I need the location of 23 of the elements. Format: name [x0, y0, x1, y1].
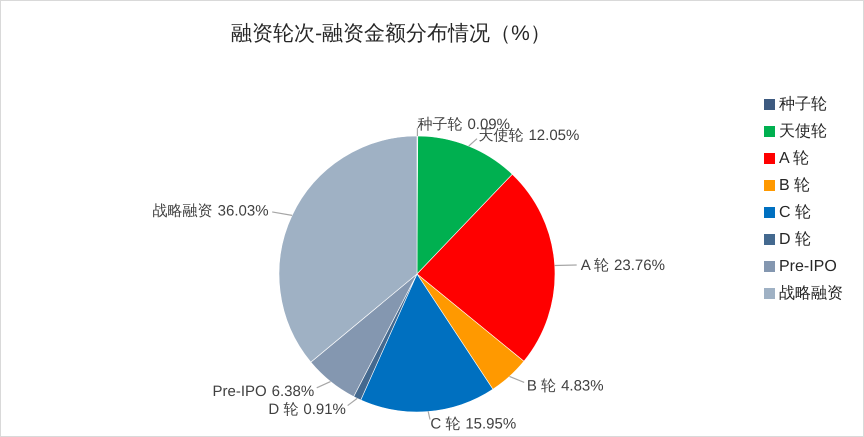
slice-label: B 轮	[526, 376, 556, 394]
legend-label: A 轮	[779, 150, 810, 167]
data-label: 15.95%	[465, 415, 516, 432]
slice-label: A 轮	[580, 256, 610, 274]
chart-title: 融资轮次-融资金额分布情况（%）	[230, 21, 552, 47]
legend-label: B 轮	[779, 177, 810, 194]
slice-label: 种子轮	[417, 116, 462, 132]
legend-label: 种子轮	[779, 96, 827, 113]
legend-label: 战略融资	[779, 285, 843, 302]
legend-label: C 轮	[779, 204, 811, 221]
legend-label: D 轮	[779, 231, 811, 248]
data-label: 4.83%	[561, 376, 604, 394]
slice-label: Pre-IPO	[212, 382, 267, 400]
data-label: 6.38%	[272, 382, 314, 400]
legend-label: Pre-IPO	[779, 258, 837, 275]
slice-label: C 轮	[430, 415, 460, 432]
data-label: 36.03%	[218, 202, 269, 219]
data-label: 0.91%	[303, 400, 346, 418]
data-label: 12.05%	[528, 126, 580, 144]
data-label: 23.76%	[614, 256, 665, 274]
slice-label: 战略融资	[152, 202, 213, 219]
legend-label: 天使轮	[779, 123, 827, 140]
slice-label: D 轮	[268, 400, 298, 418]
